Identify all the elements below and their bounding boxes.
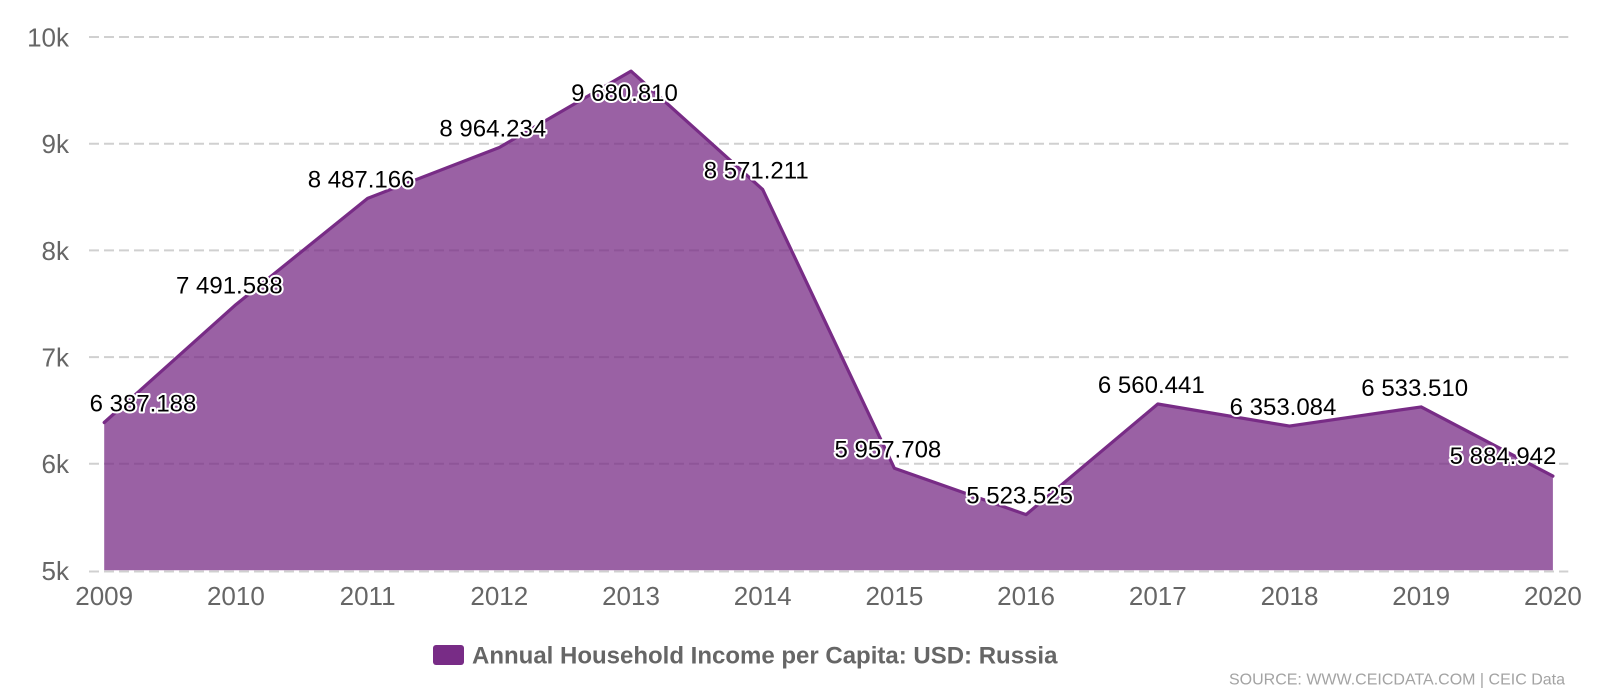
svg-text:6 353.084: 6 353.084 [1230,394,1337,421]
svg-text:5k: 5k [42,556,70,586]
svg-text:SOURCE: WWW.CEICDATA.COM | CEI: SOURCE: WWW.CEICDATA.COM | CEIC Data [1229,672,1565,689]
svg-text:8 487.166: 8 487.166 [308,166,415,193]
svg-text:10k: 10k [27,22,70,52]
svg-text:9k: 9k [42,129,70,159]
svg-text:8 571.211: 8 571.211 [704,158,809,185]
svg-text:2013: 2013 [602,581,660,611]
svg-text:5 957.708: 5 957.708 [835,436,942,463]
svg-text:2019: 2019 [1392,581,1450,611]
svg-text:6 387.188: 6 387.188 [90,391,197,418]
svg-text:2010: 2010 [207,581,265,611]
svg-text:5 884.942: 5 884.942 [1450,443,1557,470]
svg-text:2014: 2014 [734,581,792,611]
svg-text:8k: 8k [42,236,70,266]
svg-text:2016: 2016 [997,581,1055,611]
svg-text:7 491.588: 7 491.588 [176,273,283,300]
svg-text:8 964.234: 8 964.234 [439,116,546,143]
svg-text:2009: 2009 [75,581,133,611]
svg-text:Annual Household Income per Ca: Annual Household Income per Capita: USD:… [472,643,1058,670]
svg-text:5 523.525: 5 523.525 [966,483,1073,510]
svg-text:6 533.510: 6 533.510 [1361,375,1468,402]
svg-text:9 680.810: 9 680.810 [571,80,678,107]
svg-text:2012: 2012 [470,581,528,611]
svg-text:6 560.441: 6 560.441 [1098,372,1205,399]
svg-text:2017: 2017 [1129,581,1187,611]
svg-text:2011: 2011 [340,581,396,611]
svg-text:2015: 2015 [865,581,923,611]
svg-text:6k: 6k [42,449,70,479]
svg-text:2018: 2018 [1261,581,1319,611]
svg-text:7k: 7k [42,343,70,373]
svg-text:2020: 2020 [1524,581,1582,611]
